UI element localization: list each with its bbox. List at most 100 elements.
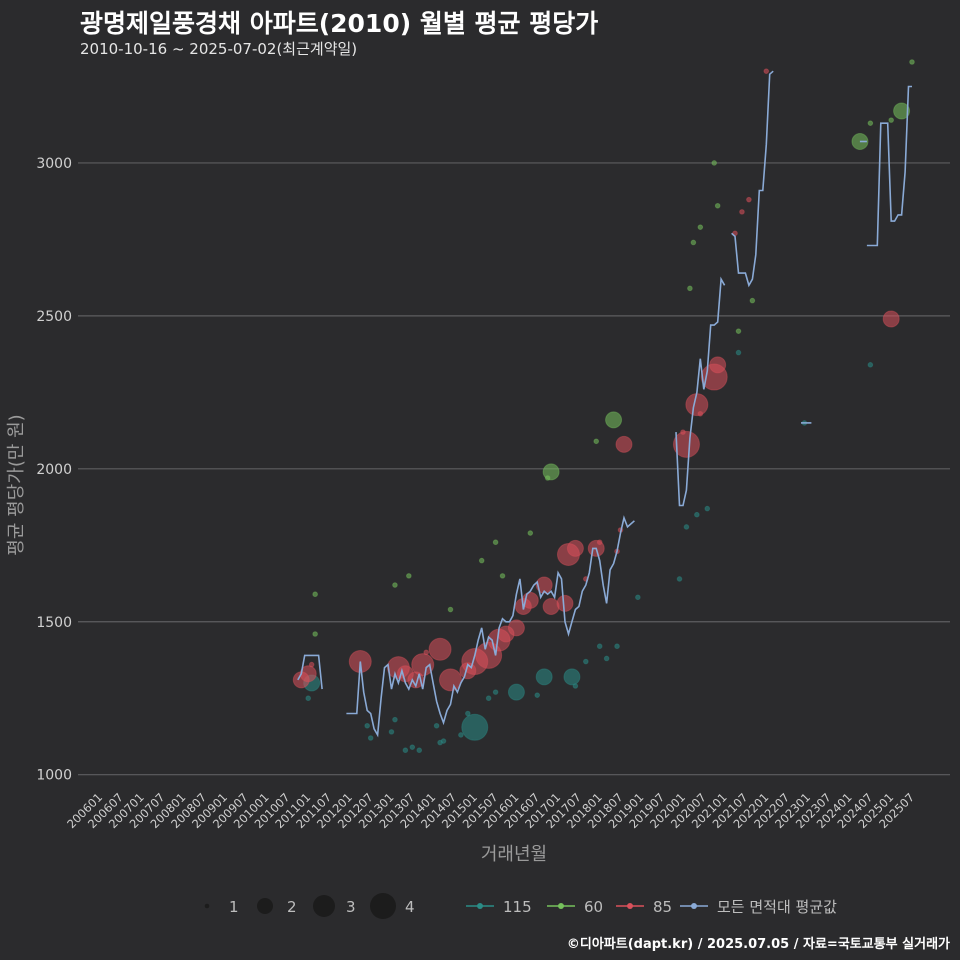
point-115-27 (676, 576, 683, 582)
legend-size-2-marker (257, 898, 273, 914)
legend-size-4-marker (370, 893, 396, 919)
y-axis-label: 평균 평당가(만 원) (6, 414, 27, 555)
point-115-12 (458, 732, 464, 738)
point-115-31 (735, 349, 742, 356)
point-85-20 (542, 597, 560, 615)
point-115-19 (535, 668, 553, 686)
point-115-4 (388, 729, 395, 735)
legend-모든 면적대 평균값-marker (691, 903, 697, 909)
point-115-3 (367, 735, 374, 741)
point-115-20 (563, 668, 581, 686)
point-60-7 (499, 573, 506, 579)
point-60-13 (687, 285, 693, 292)
legend-60-marker (558, 903, 564, 909)
point-115-18 (534, 692, 541, 698)
point-60-15 (697, 224, 704, 230)
point-115-14 (461, 713, 489, 741)
point-60-5 (478, 557, 485, 564)
average-line-segment-1 (346, 515, 635, 738)
legend-115-marker (477, 903, 483, 909)
legend-85-marker (627, 903, 633, 909)
point-60-16 (711, 160, 718, 166)
point-60-4 (447, 606, 454, 613)
point-115-22 (583, 658, 589, 665)
legend-size-3-marker (313, 895, 335, 917)
average-line (297, 70, 912, 738)
y-tick-2000: 2000 (36, 462, 72, 478)
legend-60-label: 60 (584, 898, 603, 916)
x-axis-ticks: 2006012006072007012007072008012008072009… (64, 790, 917, 831)
point-60-6 (492, 539, 499, 546)
point-60-3 (406, 573, 412, 579)
legend-size-1-label: 1 (229, 898, 239, 916)
point-60-19 (749, 297, 756, 304)
point-85-33 (697, 410, 704, 417)
point-85-9 (428, 637, 452, 661)
legend-115-label: 115 (503, 898, 532, 916)
point-85-35 (709, 356, 727, 374)
point-85-32 (685, 393, 709, 417)
point-85-39 (763, 68, 770, 74)
gridlines (78, 162, 950, 776)
legend-85-label: 85 (653, 898, 672, 916)
point-60-0 (312, 591, 318, 598)
point-60-22 (888, 117, 894, 123)
point-115-1 (305, 695, 312, 702)
point-115-17 (507, 683, 525, 701)
point-115-29 (694, 511, 700, 518)
point-115-5 (392, 716, 398, 723)
point-115-11 (440, 738, 447, 744)
point-115-23 (596, 643, 603, 650)
legend-모든 면적대 평균값-label: 모든 면적대 평균값 (717, 898, 837, 916)
source-footer: ©디아파트(dapt.kr) / 2025.07.05 / 자료=국토교통부 실… (566, 937, 950, 952)
point-115-21 (572, 683, 579, 689)
point-85-29 (615, 435, 633, 453)
point-85-7 (411, 653, 435, 677)
point-60-17 (714, 202, 721, 209)
point-60-2 (392, 582, 398, 588)
chart-subtitle: 2010-10-16 ~ 2025-07-02(최근계약일) (80, 40, 358, 58)
legend-size-3-label: 3 (346, 898, 356, 916)
point-85-8 (423, 649, 429, 656)
scatter-points (292, 59, 915, 754)
point-115-7 (409, 744, 416, 750)
point-85-2 (308, 661, 315, 668)
y-tick-3000: 3000 (36, 156, 72, 172)
point-60-1 (312, 631, 318, 637)
point-115-16 (492, 689, 499, 695)
point-60-10 (542, 463, 560, 481)
legend-size-4-label: 4 (405, 898, 415, 916)
point-60-18 (735, 328, 742, 334)
average-line-segment-3 (731, 70, 774, 288)
chart-title: 광명제일풍경채 아파트(2010) 월별 평균 평당가 (80, 9, 599, 38)
legend: 1 2 3 4 115 60 85 모든 면적대 평균값 (204, 893, 837, 919)
point-115-28 (683, 524, 690, 530)
y-tick-2500: 2500 (36, 309, 72, 325)
point-85-19 (535, 576, 553, 594)
point-60-24 (909, 59, 915, 65)
point-60-14 (690, 239, 697, 246)
point-115-25 (614, 643, 620, 650)
y-axis-ticks: 1000 1500 2000 2500 3000 (36, 156, 72, 784)
point-115-33 (867, 362, 874, 368)
legend-size-2-label: 2 (287, 898, 297, 916)
point-85-10 (438, 668, 462, 692)
point-60-12 (605, 411, 623, 429)
point-85-38 (746, 196, 752, 203)
point-85-1 (299, 665, 317, 683)
point-60-21 (867, 120, 874, 126)
point-115-13 (465, 710, 471, 717)
y-tick-1000: 1000 (36, 768, 72, 784)
point-85-26 (596, 539, 603, 546)
point-85-40 (882, 310, 900, 328)
y-tick-1500: 1500 (36, 615, 72, 631)
point-85-23 (566, 539, 584, 557)
x-axis-label: 거래년월 (481, 844, 547, 865)
point-115-2 (364, 722, 370, 729)
point-115-8 (416, 747, 423, 754)
point-60-8 (527, 530, 534, 536)
point-115-15 (485, 695, 492, 702)
point-115-24 (603, 655, 610, 662)
point-115-30 (704, 505, 711, 512)
